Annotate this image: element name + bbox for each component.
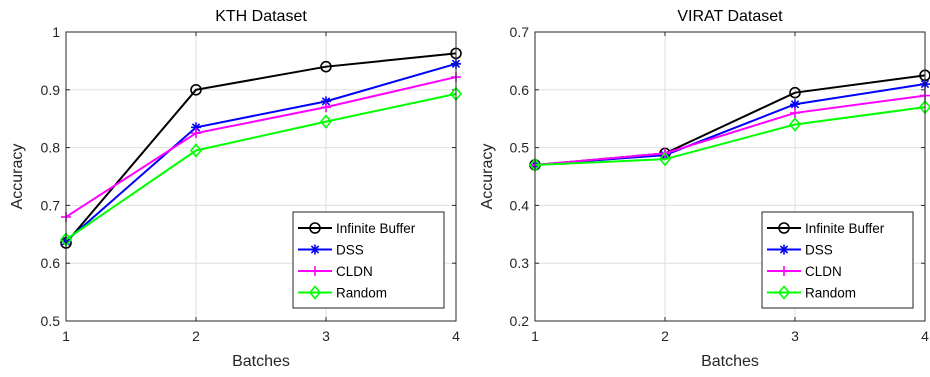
y-tick-label: 0.4 [510, 197, 530, 213]
series-line [534, 106, 926, 166]
legend-marker [310, 266, 320, 276]
legend-item: DSS [298, 243, 364, 258]
y-tick-label: 0.7 [41, 197, 61, 213]
x-tick-label: 3 [791, 328, 799, 344]
data-point [189, 143, 203, 158]
series-line [65, 92, 457, 241]
y-tick-label: 0.9 [41, 82, 61, 98]
legend-label: DSS [336, 243, 364, 258]
legend-marker [778, 222, 790, 234]
x-tick-label: 2 [661, 328, 669, 344]
series-cldn [61, 72, 461, 222]
y-axis-label: Accuracy [9, 144, 26, 210]
chart-title: KTH Dataset [215, 8, 307, 25]
y-tick-label: 0.5 [510, 140, 530, 156]
legend-item: Infinite Buffer [767, 221, 885, 236]
legend-marker [310, 244, 320, 255]
data-point [321, 96, 331, 107]
y-tick-label: 1 [52, 24, 60, 40]
legend-marker [309, 222, 321, 234]
series-random [528, 99, 930, 173]
legend-item: DSS [767, 243, 833, 258]
chart-title: VIRAT Dataset [677, 8, 783, 25]
data-point [658, 151, 672, 167]
legend-item: Random [767, 285, 856, 301]
axes-box [534, 31, 926, 322]
legend-marker [779, 244, 789, 255]
data-point [321, 102, 331, 113]
legend-marker [779, 266, 789, 276]
x-tick-label: 4 [921, 328, 929, 344]
legend-item: Infinite Buffer [298, 221, 416, 236]
x-axis-label: Batches [701, 353, 759, 370]
data-point [790, 107, 800, 118]
legend-label: Random [805, 286, 856, 301]
y-tick-label: 0.6 [510, 82, 530, 98]
legend-label: DSS [805, 243, 833, 258]
y-tick-label: 0.6 [41, 255, 61, 271]
y-tick-label: 0.7 [510, 24, 530, 40]
legend-label: Infinite Buffer [805, 221, 885, 236]
legend-marker [777, 285, 791, 300]
x-axis-label: Batches [232, 353, 290, 370]
data-point [789, 86, 801, 99]
x-tick-label: 1 [531, 328, 539, 344]
data-point [191, 122, 201, 133]
legend-item: CLDN [298, 264, 373, 279]
data-point [790, 99, 800, 110]
legend-item: CLDN [767, 264, 842, 279]
legend-label: CLDN [805, 264, 842, 279]
data-point [319, 114, 333, 129]
x-tick-label: 1 [62, 328, 70, 344]
data-point [190, 84, 202, 96]
legend: Infinite Buffer DSS CLDN Random [292, 211, 445, 309]
data-point [320, 60, 332, 73]
legend-label: CLDN [336, 264, 373, 279]
legend-label: Random [336, 286, 387, 301]
axes-box [65, 31, 457, 322]
legend-marker [308, 285, 322, 300]
y-axis-label: Accuracy [479, 144, 496, 210]
x-tick-label: 2 [192, 328, 200, 344]
y-tick-label: 0.2 [510, 313, 530, 329]
data-point [788, 117, 802, 132]
y-tick-label: 0.8 [41, 140, 61, 156]
legend: Infinite Buffer DSS CLDN Random [761, 211, 914, 309]
x-tick-label: 4 [452, 328, 460, 344]
data-point [191, 128, 201, 139]
chart-1: 1 2 3 4 0.5 0.6 0.7 0.8 0.9 1 KTH Dataset Batches Ac… [9, 8, 463, 370]
series-line [534, 94, 926, 166]
x-tick-label: 3 [322, 328, 330, 344]
y-tick-label: 0.5 [41, 313, 61, 329]
legend-item: Random [298, 285, 387, 301]
y-tick-label: 0.3 [510, 255, 530, 271]
legend-label: Infinite Buffer [336, 221, 416, 236]
series-line [65, 76, 457, 218]
series-line [65, 62, 457, 242]
chart-2: 1 2 3 4 0.2 0.3 0.4 0.5 0.6 0.7 VIRAT Dataset Batch… [479, 8, 930, 370]
series-line [65, 52, 457, 244]
